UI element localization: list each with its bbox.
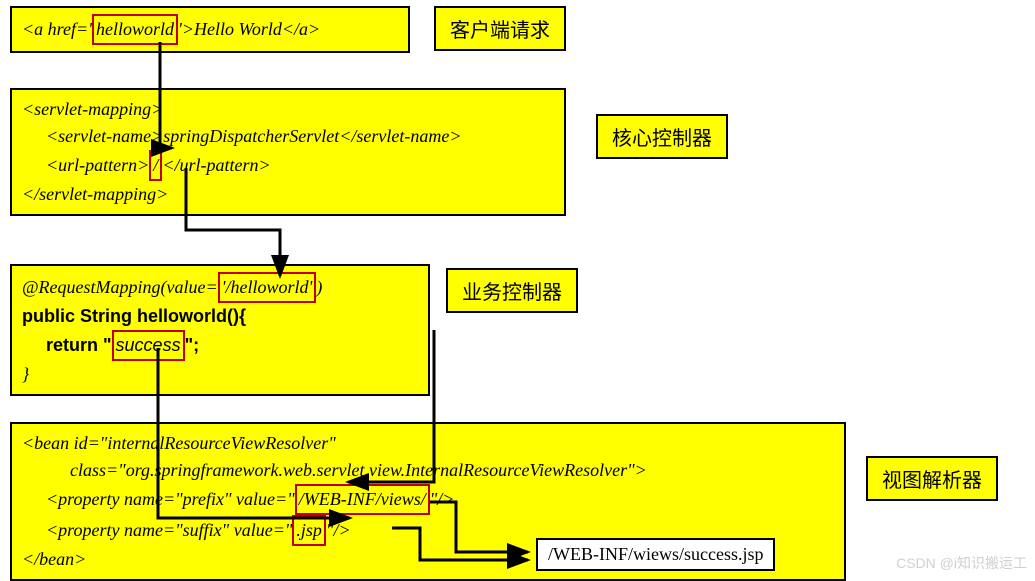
code-line: class="org.springframework.web.servlet.v…	[22, 457, 834, 484]
highlight-return-success: success	[112, 330, 185, 361]
code-text: "/>	[326, 520, 351, 540]
highlight-url-pattern: /	[149, 150, 162, 181]
code-text: <property name="suffix" value="	[46, 520, 292, 540]
code-text: <property name="prefix" value="	[46, 489, 295, 509]
code-text: )	[316, 277, 322, 297]
code-text: return "	[46, 335, 112, 355]
code-text: '>Hello World</a>	[178, 19, 320, 39]
highlight-helloworld-href: helloworld	[92, 14, 178, 45]
code-text: ";	[185, 335, 200, 355]
code-line: </servlet-mapping>	[22, 181, 554, 208]
highlight-request-mapping: '/helloworld'	[218, 272, 317, 303]
code-text: <a href='	[22, 19, 92, 39]
code-line: <servlet-mapping>	[22, 96, 554, 123]
code-line: <property name="prefix" value="/WEB-INF/…	[22, 484, 834, 515]
core-controller-box: <servlet-mapping> <servlet-name>springDi…	[10, 88, 566, 216]
code-line: }	[22, 361, 418, 388]
highlight-prefix: /WEB-INF/views/	[295, 484, 430, 515]
code-line: return "success";	[22, 330, 418, 361]
result-path-box: /WEB-INF/wiews/success.jsp	[536, 538, 775, 571]
watermark-text: CSDN @i知识搬运工	[896, 553, 1027, 573]
client-request-box: <a href='helloworld'>Hello World</a>	[10, 6, 410, 53]
code-line: public String helloworld(){	[22, 303, 418, 330]
code-text: @RequestMapping(value=	[22, 277, 218, 297]
code-text: </url-pattern>	[162, 155, 270, 175]
label-business-controller: 业务控制器	[446, 268, 578, 313]
label-view-resolver: 视图解析器	[866, 456, 998, 501]
code-line: @RequestMapping(value='/helloworld')	[22, 272, 418, 303]
label-client-request: 客户端请求	[434, 6, 566, 51]
code-line: <servlet-name>springDispatcherServlet</s…	[22, 123, 554, 150]
code-text: <url-pattern>	[46, 155, 149, 175]
code-line: <url-pattern>/</url-pattern>	[22, 150, 554, 181]
code-text: "/>	[430, 489, 455, 509]
highlight-suffix: .jsp	[292, 515, 326, 546]
label-core-controller: 核心控制器	[596, 114, 728, 159]
business-controller-box: @RequestMapping(value='/helloworld') pub…	[10, 264, 430, 396]
code-line: <bean id="internalResourceViewResolver"	[22, 430, 834, 457]
